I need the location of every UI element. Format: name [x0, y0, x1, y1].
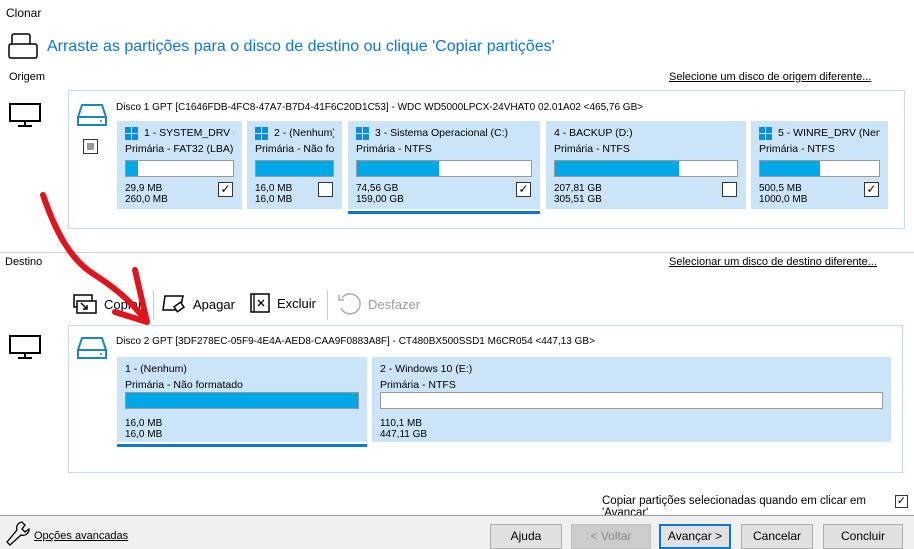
usage-bar	[554, 160, 738, 177]
next-button[interactable]: Avançar >	[659, 524, 731, 549]
size-used: 16,0 MB	[255, 183, 293, 194]
usage-fill	[357, 161, 439, 176]
delete-partition-icon	[250, 293, 270, 313]
partition-type: Primária - NTFS	[380, 379, 456, 391]
usage-bar	[125, 392, 359, 409]
partition-type: Primária - Não formatado	[125, 379, 243, 391]
usage-bar	[759, 160, 880, 177]
partition-type: Primária - NTFS	[554, 143, 630, 155]
partition-name: 2 - (Nenhum)	[274, 127, 334, 139]
windows-icon	[125, 126, 138, 140]
undo-icon	[338, 293, 361, 315]
partition-5[interactable]: 5 - WINRE_DRV (Nenhum) Primária - NTFS 5…	[751, 121, 888, 209]
dialog-title: Clonar	[6, 6, 42, 20]
instruction-text: Arraste as partições para o disco de des…	[47, 38, 555, 55]
partition-type: Primária - FAT32 (LBA)	[125, 143, 234, 155]
wrench-icon	[6, 521, 30, 546]
partition-type: Primária - NTFS	[356, 143, 432, 155]
size-used: 110,1 MB	[380, 418, 423, 429]
copy-on-next-checkbox[interactable]: ✓	[895, 495, 908, 508]
partition-type: Primária - Não formatado	[255, 143, 334, 155]
usage-bar	[356, 160, 532, 177]
copy-button[interactable]: Copiar	[72, 292, 142, 316]
help-button[interactable]: Ajuda	[490, 524, 562, 549]
copy-label: Copiar	[104, 296, 143, 312]
partition-name: 1 - SYSTEM_DRV (Nenhum)	[144, 127, 234, 139]
partition-3[interactable]: 3 - Sistema Operacional (C:) Primária - …	[348, 121, 540, 209]
windows-icon	[255, 126, 268, 140]
usage-fill	[760, 161, 820, 176]
size-used: 207,81 GB	[554, 183, 602, 194]
usage-fill	[256, 161, 333, 176]
size-total: 159,00 GB	[356, 194, 404, 205]
partition-name: 2 - Windows 10 (E:)	[380, 363, 473, 375]
undo-label: Desfazer	[368, 296, 421, 312]
partition-checkbox[interactable]	[318, 182, 333, 197]
clone-disk-icon	[8, 33, 38, 59]
back-button[interactable]: < Voltar	[571, 524, 651, 549]
destination-label: Destino	[5, 256, 43, 268]
source-label: Origem	[9, 71, 46, 83]
selected-indicator	[348, 211, 540, 214]
partition-checkbox[interactable]	[722, 182, 737, 197]
size-total: 16,0 MB	[255, 194, 293, 205]
computer-icon	[9, 335, 41, 359]
size-used: 500,5 MB	[759, 183, 802, 194]
usage-bar	[125, 160, 234, 177]
erase-button[interactable]: Apagar	[161, 292, 235, 316]
size-used: 74,56 GB	[356, 183, 399, 194]
partition-name: 1 - (Nenhum)	[125, 363, 187, 375]
partition-2[interactable]: 2 - (Nenhum) Primária - Não formatado 16…	[247, 121, 342, 209]
partition-checkbox[interactable]: ✓	[218, 182, 233, 197]
delete-label: Excluir	[277, 295, 317, 311]
cancel-button[interactable]: Cancelar	[741, 524, 813, 549]
size-used: 29,9 MB	[125, 183, 163, 194]
source-disk-header: Disco 1 GPT [C1646FDB-4FC8-47A7-B7D4-41F…	[116, 102, 644, 113]
usage-fill	[555, 161, 679, 176]
windows-icon	[759, 126, 772, 140]
partition-type: Primária - NTFS	[759, 143, 835, 155]
usage-bar	[380, 392, 883, 409]
erase-label: Apagar	[193, 296, 235, 312]
disk-icon	[77, 104, 107, 126]
size-total: 260,0 MB	[125, 194, 168, 205]
partition-name: 4 - BACKUP (D:)	[554, 127, 633, 139]
size-total: 16,0 MB	[125, 429, 163, 440]
delete-button[interactable]: Excluir	[249, 292, 316, 314]
eraser-icon	[162, 295, 186, 313]
partition-name: 3 - Sistema Operacional (C:)	[375, 127, 509, 139]
windows-icon	[356, 126, 369, 140]
destination-disk-header: Disco 2 GPT [3DF278EC-05F9-4E4A-AED8-CAA…	[116, 336, 595, 347]
advanced-options-link[interactable]: Opções avancadas	[34, 530, 129, 542]
finish-button[interactable]: Concluir	[823, 524, 903, 549]
partition-1[interactable]: 1 - (Nenhum) Primária - Não formatado 16…	[117, 357, 367, 442]
usage-fill	[126, 393, 358, 408]
size-used: 16,0 MB	[125, 418, 163, 429]
change-source-link[interactable]: Selecione um disco de origem diferente..…	[669, 71, 872, 83]
partition-checkbox[interactable]: ✓	[864, 182, 879, 197]
partition-1[interactable]: 1 - SYSTEM_DRV (Nenhum) Primária - FAT32…	[117, 121, 242, 209]
undo-button[interactable]: Desfazer	[336, 292, 420, 316]
selected-indicator	[117, 444, 367, 447]
computer-icon	[9, 103, 41, 127]
disk-icon	[77, 337, 107, 359]
partition-name: 5 - WINRE_DRV (Nenhum)	[778, 127, 880, 139]
select-all-checkbox[interactable]	[83, 139, 98, 154]
size-total: 447,11 GB	[380, 429, 428, 440]
partition-2[interactable]: 2 - Windows 10 (E:) Primária - NTFS 110,…	[372, 357, 891, 442]
change-destination-link[interactable]: Selecionar um disco de destino diferente…	[669, 256, 877, 268]
copy-icon	[73, 294, 97, 314]
size-total: 305,51 GB	[554, 194, 602, 205]
partition-checkbox[interactable]: ✓	[516, 182, 531, 197]
usage-bar	[255, 160, 334, 177]
partition-4[interactable]: 4 - BACKUP (D:) Primária - NTFS 207,81 G…	[546, 121, 746, 209]
usage-fill	[126, 161, 138, 176]
size-total: 1000,0 MB	[759, 194, 808, 205]
